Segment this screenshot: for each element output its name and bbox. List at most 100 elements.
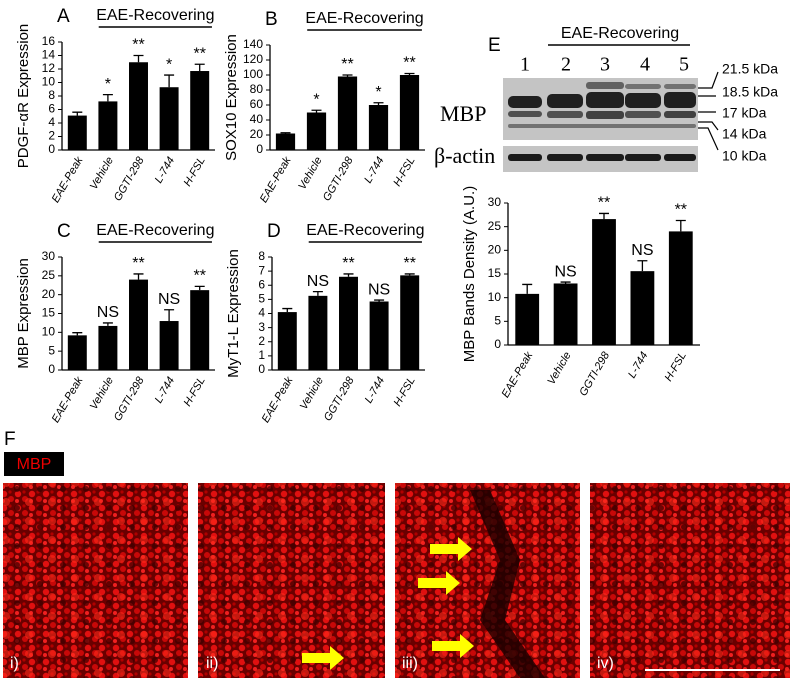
- y-tick-label: 7: [258, 263, 265, 277]
- x-tick-label: EAE-Peak: [50, 375, 86, 425]
- error-bar: [102, 94, 113, 102]
- y-tick-label: 30: [42, 249, 56, 263]
- x-tick-label: GGTI-298: [577, 349, 612, 398]
- bar: [67, 335, 87, 370]
- significance-label: *: [105, 76, 111, 93]
- error-bar: [164, 309, 175, 322]
- significance-label: *: [166, 56, 172, 73]
- panel-label: D: [267, 221, 281, 242]
- panel-label: B: [265, 9, 278, 30]
- bar: [159, 321, 179, 370]
- y-tick-label: 120: [243, 52, 263, 66]
- y-tick-label: 2: [48, 129, 55, 143]
- x-tick-label: H-FSL: [182, 375, 208, 409]
- y-tick-label: 10: [42, 325, 56, 339]
- y-axis-label: PDGF-αR Expression: [15, 24, 32, 169]
- y-tick-label: 4: [258, 306, 265, 320]
- error-bar: [311, 109, 322, 113]
- error-bar: [522, 283, 533, 294]
- marker-label: 14 kDa: [722, 126, 767, 142]
- bar: [308, 295, 328, 370]
- x-tick-label: GGTI-298: [112, 154, 147, 203]
- x-tick-label: L-744: [153, 155, 177, 185]
- lane-label: 3: [600, 54, 610, 76]
- y-axis-label: MyT1-L Expression: [225, 249, 242, 378]
- y-axis-label: MBP Expression: [15, 258, 32, 369]
- x-tick-label: EAE-Peak: [260, 375, 296, 425]
- error-bar: [374, 299, 385, 302]
- y-tick-label: 5: [494, 314, 501, 328]
- panel-label: A: [57, 6, 70, 27]
- y-tick-label: 15: [42, 306, 56, 320]
- error-bar: [280, 132, 291, 134]
- y-tick-label: 40: [250, 112, 264, 126]
- error-bar: [194, 63, 205, 72]
- group-label: EAE-Recovering: [96, 7, 214, 24]
- y-tick-label: 25: [42, 268, 56, 282]
- bar: [306, 112, 327, 150]
- y-tick-label: 20: [42, 287, 56, 301]
- row-label: β-actin: [434, 143, 495, 168]
- bar: [129, 279, 148, 370]
- error-bar: [675, 219, 686, 232]
- error-bar: [560, 281, 571, 284]
- bar: [399, 75, 420, 150]
- row-label: MBP: [440, 101, 486, 126]
- marker-label: 18.5 kDa: [722, 84, 778, 100]
- lane-label: 1: [520, 54, 530, 76]
- error-bar: [194, 285, 205, 291]
- marker-label: 21.5 kDa: [722, 61, 778, 77]
- y-tick-label: 3: [258, 320, 265, 334]
- y-tick-label: 2: [258, 334, 265, 348]
- y-tick-label: 30: [488, 195, 502, 209]
- y-tick-label: 60: [250, 97, 264, 111]
- error-bar: [282, 307, 293, 313]
- micrographs: F MBP i) ii) iii) iv): [3, 429, 790, 678]
- bar: [368, 105, 389, 150]
- y-tick-label: 1: [258, 348, 265, 362]
- significance-label: **: [675, 202, 687, 219]
- y-tick-label: 6: [258, 277, 265, 291]
- bar: [339, 276, 358, 370]
- y-tick-label: 8: [258, 249, 265, 263]
- significance-label: NS: [307, 273, 329, 290]
- y-axis-label: SOX10 Expression: [223, 34, 240, 161]
- lane-label: 2: [561, 54, 571, 76]
- group-label: EAE-Recovering: [306, 222, 424, 239]
- bar: [515, 293, 540, 345]
- error-bar: [599, 212, 609, 220]
- y-tick-label: 5: [258, 292, 265, 306]
- bar: [400, 275, 420, 370]
- significance-label: **: [132, 255, 144, 272]
- x-tick-label: GGTI-298: [112, 374, 147, 423]
- panel-label: F: [4, 429, 16, 450]
- lane-label: 4: [640, 54, 650, 76]
- error-bar: [343, 273, 354, 277]
- y-tick-label: 0: [256, 142, 263, 156]
- significance-label: **: [132, 37, 144, 54]
- significance-label: NS: [158, 291, 180, 308]
- bar: [277, 312, 297, 370]
- y-tick-label: 0: [48, 362, 55, 376]
- x-tick-label: H-FSL: [663, 350, 689, 384]
- image-label: ii): [206, 655, 218, 672]
- bar: [98, 325, 118, 370]
- western-blot: E EAE-Recovering 1 2 3 4 5 MBP β-actin: [434, 25, 778, 172]
- y-axis-label: MBP Bands Density (A.U.): [461, 186, 478, 362]
- y-tick-label: 5: [48, 343, 55, 357]
- x-tick-label: H-FSL: [182, 155, 208, 189]
- significance-label: NS: [631, 242, 653, 259]
- significance-label: **: [342, 255, 354, 272]
- y-tick-label: 100: [243, 67, 263, 81]
- significance-label: *: [375, 84, 381, 101]
- bar: [190, 71, 210, 150]
- x-tick-label: GGTI-298: [321, 154, 356, 203]
- significance-label: *: [313, 91, 319, 108]
- group-label: EAE-Recovering: [305, 10, 423, 27]
- image-label: iv): [597, 655, 614, 672]
- panel-label: E: [488, 35, 501, 56]
- x-tick-label: L-744: [362, 155, 386, 185]
- y-tick-label: 80: [250, 82, 264, 96]
- y-tick-label: 20: [488, 243, 502, 257]
